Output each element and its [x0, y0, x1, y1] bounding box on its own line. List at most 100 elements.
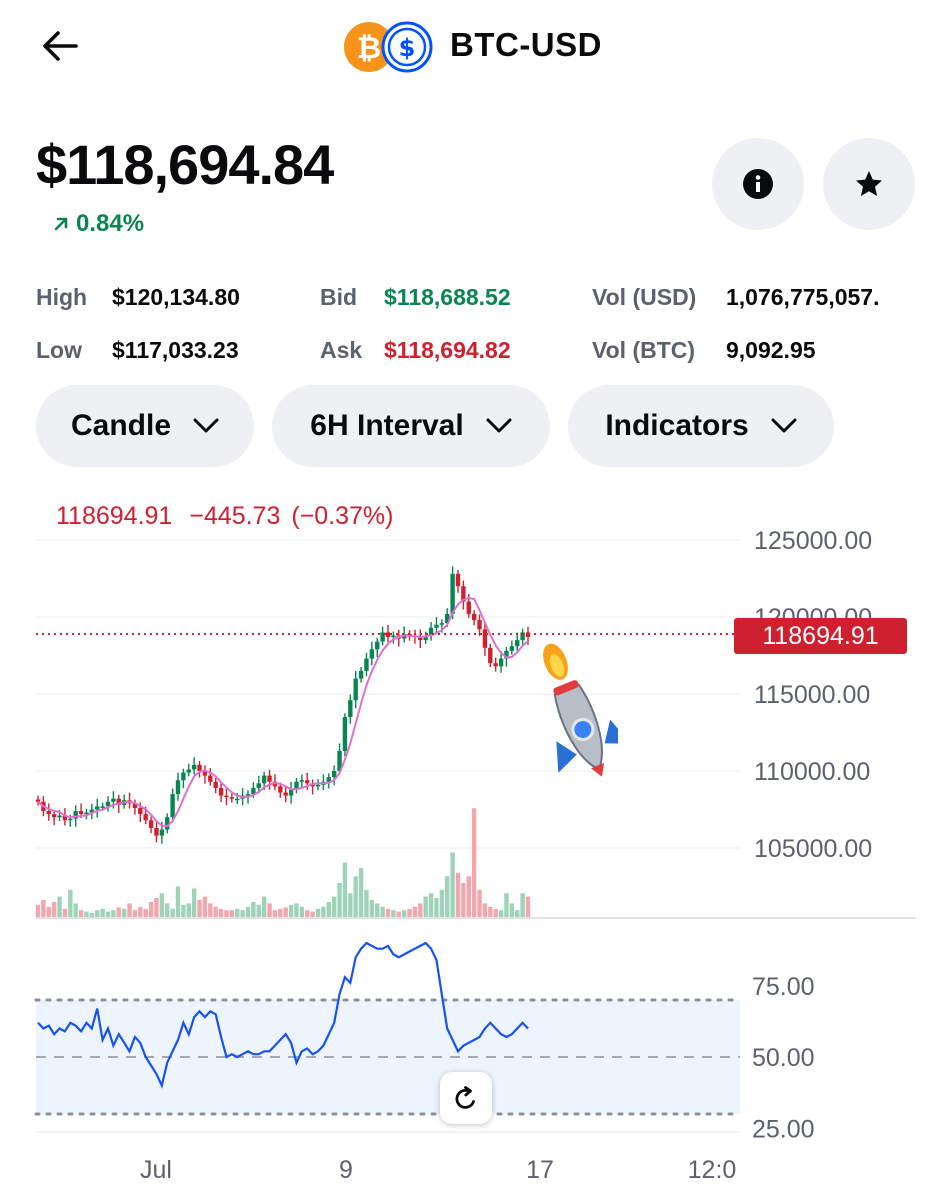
volume-bar	[288, 904, 294, 917]
candle	[315, 779, 321, 791]
price-chart[interactable]: 125000.00120000.00115000.00110000.001050…	[0, 490, 951, 1200]
volume-bar	[84, 911, 89, 917]
chart-type-dropdown[interactable]: Candle	[36, 385, 254, 467]
pair-logos: ₿ $	[342, 20, 434, 74]
interval-label: 6H Interval	[310, 409, 464, 442]
high-value: $120,134.80	[112, 284, 240, 310]
volume-bar	[116, 907, 121, 917]
candle	[46, 803, 51, 821]
candle	[95, 798, 100, 818]
volume-bar	[261, 896, 267, 917]
chevron-down-icon	[486, 418, 512, 433]
volume-bar	[35, 904, 41, 917]
candle	[165, 813, 170, 834]
volume-bar	[251, 902, 256, 917]
volume-bar	[471, 808, 477, 917]
chevron-down-icon	[771, 418, 797, 433]
volume-bar	[159, 893, 165, 917]
price-change-percent: 0.84%	[76, 210, 145, 237]
volume-bar	[455, 872, 461, 917]
volume-bar	[68, 889, 73, 917]
candle	[326, 773, 331, 789]
volume-bar	[369, 900, 375, 917]
volume-bar	[272, 910, 278, 917]
volume-bar	[488, 906, 493, 917]
volume-bar	[520, 893, 525, 917]
volume-bar	[477, 889, 482, 917]
y-tick-label: 115000.00	[754, 681, 870, 709]
chart-type-label: Candle	[70, 409, 172, 442]
volume-bar	[326, 902, 331, 917]
high-label: High	[36, 284, 88, 310]
candle	[62, 808, 68, 826]
volume-bar	[428, 893, 434, 917]
vol-usd-value: 1,076,775,057.	[726, 284, 880, 310]
candle	[369, 641, 375, 666]
indicators-label: Indicators	[605, 409, 749, 442]
moving-average-line	[37, 596, 529, 828]
candle	[148, 816, 154, 834]
candle	[342, 713, 348, 757]
volume-bar	[170, 908, 175, 917]
volume-bar	[450, 852, 455, 917]
volume-bar	[445, 876, 450, 917]
legend-change-percent: (−0.37%)	[291, 502, 394, 530]
indicators-dropdown[interactable]: Indicators	[568, 385, 834, 467]
candle	[450, 566, 455, 620]
candle	[380, 626, 385, 646]
chevron-down-icon	[193, 418, 219, 433]
back-button[interactable]	[38, 24, 86, 68]
volume-bar	[245, 906, 251, 917]
volume-bar	[401, 910, 407, 917]
rsi-y-tick-label: 25.00	[752, 1115, 815, 1143]
volume-bar	[418, 903, 423, 917]
volume-bar	[197, 900, 202, 917]
candle	[186, 763, 191, 777]
volume-bar	[498, 910, 504, 917]
candle	[385, 624, 391, 643]
volume-bar	[439, 889, 445, 917]
candle	[191, 757, 197, 775]
candle	[434, 617, 439, 635]
volume-bar	[51, 902, 57, 917]
watchlist-star-button[interactable]	[823, 138, 915, 230]
vol-btc-label: Vol (BTC)	[592, 337, 696, 363]
info-button[interactable]	[712, 138, 804, 230]
candle	[218, 782, 224, 803]
volume-bar	[208, 903, 213, 917]
candle	[488, 643, 493, 668]
volume-bar	[100, 908, 105, 917]
candle	[105, 796, 111, 812]
volume-bar	[294, 903, 299, 917]
candle	[278, 782, 283, 798]
volume-bar	[412, 906, 418, 917]
candle	[498, 651, 504, 673]
volume-bar	[213, 906, 218, 917]
candle	[482, 621, 488, 656]
x-tick-label: Jul	[140, 1156, 172, 1184]
volume-bar	[181, 904, 186, 917]
candle	[35, 795, 41, 806]
volume-bar	[235, 908, 240, 917]
volume-bar	[321, 906, 326, 917]
volume-bar	[95, 910, 100, 917]
volume-bar	[353, 876, 358, 917]
reset-zoom-button[interactable]	[440, 1072, 492, 1124]
candle	[299, 774, 305, 788]
candle	[229, 793, 235, 803]
y-tick-label: 125000.00	[754, 527, 872, 555]
candle	[267, 769, 272, 790]
volume-bar	[342, 862, 348, 917]
candle	[509, 640, 515, 655]
candle	[224, 788, 229, 806]
volume-bar	[337, 883, 342, 917]
volume-bar	[132, 910, 138, 917]
candle	[283, 786, 288, 803]
volume-bar	[73, 903, 78, 917]
volume-bar	[315, 908, 321, 917]
volume-bar	[224, 910, 229, 917]
volume-bar	[493, 908, 498, 917]
volume-bar	[143, 908, 148, 917]
candle	[455, 570, 461, 593]
interval-dropdown[interactable]: 6H Interval	[272, 385, 550, 467]
